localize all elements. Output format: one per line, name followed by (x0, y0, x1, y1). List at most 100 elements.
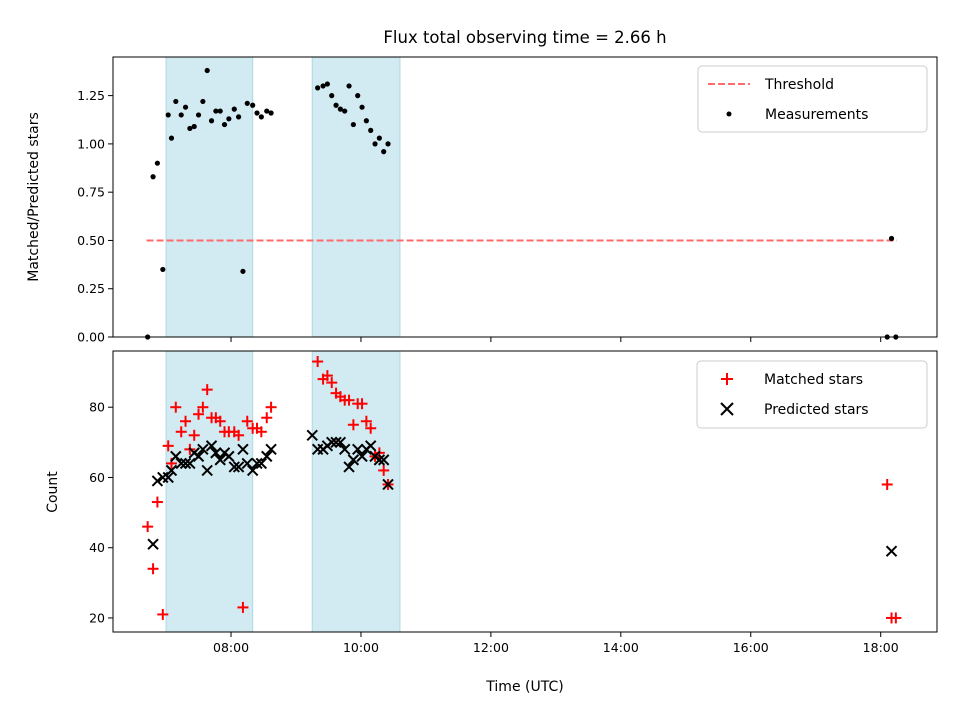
predicted-star-point (326, 436, 338, 449)
y-tick-label: 40 (89, 540, 105, 555)
predicted-star-point (232, 461, 245, 473)
top-legend: Threshold Measurements (697, 65, 928, 133)
measurement-point (231, 106, 237, 112)
measurement-point (258, 114, 264, 120)
predicted-star-point (364, 440, 377, 452)
bottom-axes-frame (112, 350, 938, 633)
measurement-point (150, 174, 156, 180)
predicted-star-point (205, 440, 218, 452)
legend-measurements-label: Measurements (765, 107, 868, 123)
predicted-star-point (339, 443, 351, 456)
predicted-star-point (347, 454, 360, 466)
measurement-point (888, 235, 895, 242)
y-tick-label: 80 (89, 400, 105, 415)
matched-star-point (147, 563, 159, 575)
y-tick-label: 0.00 (77, 330, 105, 345)
matched-star-point (142, 521, 154, 533)
bottom-shaded-intervals (165, 350, 401, 633)
measurement-point (168, 135, 175, 141)
measurement-point (342, 108, 348, 114)
matched-star-point (162, 440, 174, 452)
predicted-star-point (377, 454, 390, 466)
predicted-star-point (184, 457, 196, 470)
predicted-star-point (175, 457, 187, 470)
measurement-point (221, 121, 228, 128)
measurement-point (217, 108, 223, 114)
matched-star-point (356, 398, 368, 410)
y-tick-label: 0.50 (77, 233, 105, 248)
predicted-star-point (352, 443, 364, 456)
measurement-point (359, 104, 365, 110)
chart-title: Flux total observing time = 2.66 h (383, 28, 666, 47)
measurement-point (244, 100, 250, 106)
legend-threshold-label: Threshold (764, 77, 834, 93)
legend-matched-swatch (721, 373, 733, 385)
predicted-star-point (885, 545, 898, 557)
measurement-point (363, 118, 369, 124)
predicted-star-point (151, 475, 164, 487)
top-x-axis (230, 337, 882, 342)
measurement-point (204, 67, 210, 74)
matched-star-point (214, 415, 226, 427)
top-plot-area (145, 67, 899, 340)
x-tick-label: 10:00 (343, 640, 379, 655)
matched-star-point (890, 612, 902, 624)
y-tick-label: 1.00 (77, 136, 105, 151)
matched-star-point (233, 429, 245, 441)
predicted-star-point (343, 461, 355, 473)
measurement-point (346, 83, 352, 89)
matched-star-point (378, 464, 390, 476)
legend-measurements-swatch (726, 111, 732, 117)
measurement-point (213, 108, 219, 114)
matched-star-point (261, 412, 273, 424)
measurement-point (160, 266, 166, 273)
predicted-star-point (356, 450, 368, 463)
shaded-interval (311, 350, 401, 633)
y-tick-label: 0.75 (77, 185, 105, 200)
x-tick-label: 14:00 (603, 640, 639, 655)
matched-star-point (197, 401, 209, 413)
matched-star-point (265, 401, 277, 413)
legend-matched-label: Matched stars (764, 372, 863, 388)
measurement-point (250, 102, 256, 108)
matched-star-point (170, 401, 182, 413)
measurement-point (195, 112, 202, 118)
measurement-point (376, 135, 382, 141)
measurement-point (268, 110, 274, 116)
predicted-star-point (334, 436, 347, 449)
measurement-point (226, 116, 232, 122)
matched-star-point (360, 415, 372, 427)
measurement-point (381, 149, 387, 155)
predicted-star-point (210, 447, 222, 459)
matched-star-point (175, 426, 187, 438)
predicted-star-point (255, 457, 268, 470)
matched-star-point (343, 394, 355, 406)
measurement-point (385, 141, 391, 147)
measurement-point (337, 106, 343, 112)
measurement-point (350, 121, 356, 128)
matched-star-point (255, 426, 267, 438)
predicted-star-point (165, 464, 178, 477)
measurement-point (187, 125, 193, 132)
predicted-star-point (179, 457, 192, 470)
predicted-star-point (223, 450, 235, 463)
predicted-star-point (197, 443, 209, 456)
measurement-point (329, 93, 335, 99)
bottom-legend: Matched stars Predicted stars (696, 360, 928, 429)
predicted-star-point (241, 457, 253, 470)
predicted-star-point (382, 478, 394, 491)
y-tick-label: 20 (89, 610, 105, 625)
legend-predicted-swatch (720, 402, 734, 416)
predicted-star-point (214, 454, 226, 466)
shaded-interval (311, 56, 401, 338)
predicted-star-point (330, 436, 342, 449)
bottom-plot-area (142, 356, 902, 624)
measurement-point (372, 141, 378, 147)
matched-star-point (193, 408, 205, 420)
predicted-star-point (147, 538, 159, 550)
matched-star-point (347, 419, 359, 431)
matched-star-point (321, 370, 333, 382)
measurement-point (165, 112, 171, 118)
measurement-point (182, 104, 189, 110)
